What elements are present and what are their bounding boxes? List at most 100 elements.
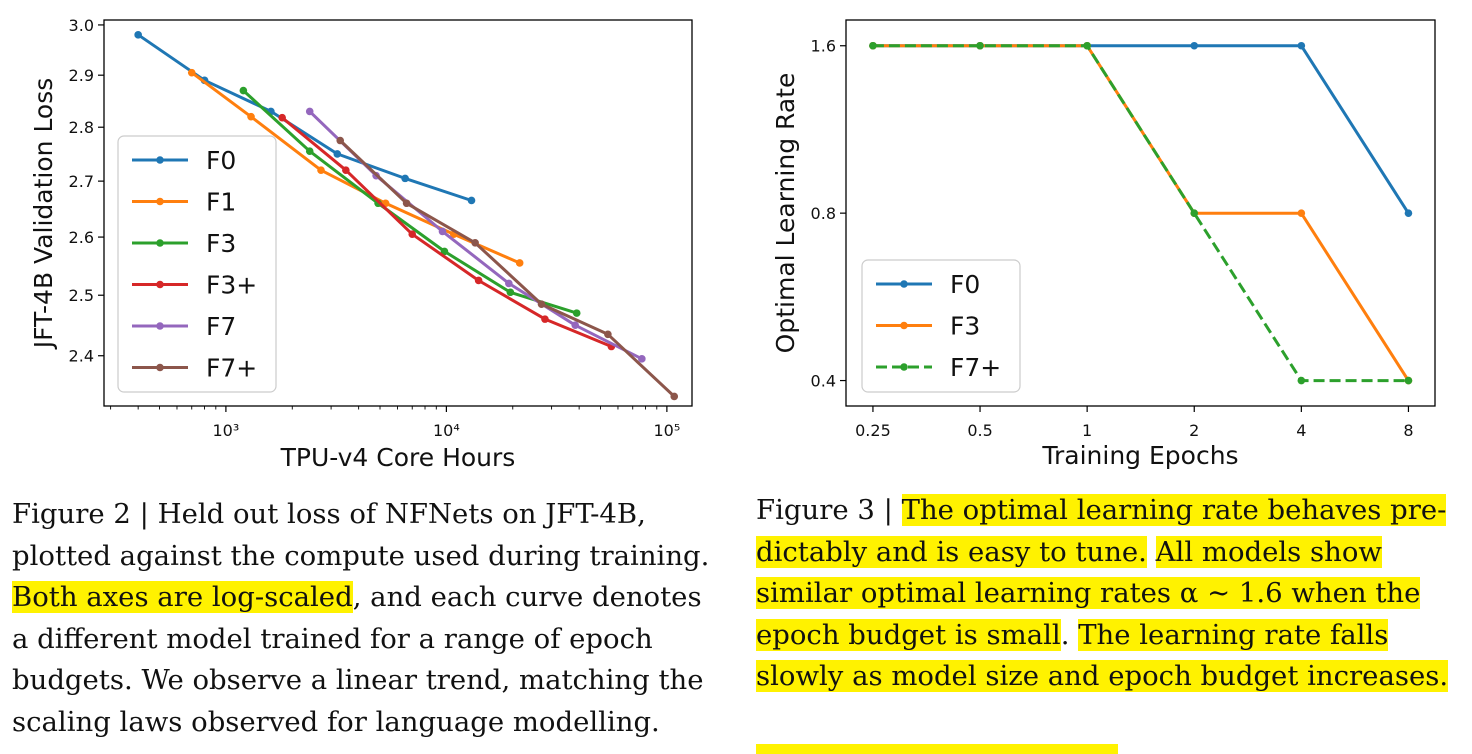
- x-axis-label: Training Epochs: [1041, 441, 1238, 470]
- data-point: [305, 107, 314, 116]
- series-line-f7: [308, 110, 643, 361]
- caption-line: budgets. We observe a linear trend, matc…: [12, 660, 710, 702]
- data-point: [670, 392, 679, 401]
- highlighted-text: The learning rate falls: [1078, 618, 1389, 651]
- caption-text: , and each curve denotes: [352, 581, 702, 613]
- data-point: [438, 227, 447, 236]
- data-point: [187, 68, 196, 77]
- legend-label: F3: [206, 229, 236, 258]
- plot-frame: [103, 19, 693, 407]
- legend-label: F0: [206, 146, 236, 175]
- caption-text: [1147, 536, 1156, 568]
- legend-marker: [156, 156, 164, 164]
- series-line-f1: [190, 71, 521, 265]
- y-axis-label: JFT-4B Validation Loss: [29, 78, 58, 351]
- x-tick-label: 0.25: [855, 421, 891, 440]
- legend-label: F7+: [206, 354, 257, 383]
- legend-label: F0: [950, 270, 980, 299]
- x-tick-label: 1: [1082, 421, 1092, 440]
- highlighted-text: dictably and is easy to tune.: [756, 535, 1147, 568]
- y-tick-label: 0.4: [811, 372, 836, 391]
- x-tick-label: 4: [1296, 421, 1306, 440]
- data-point: [505, 279, 513, 288]
- legend-marker: [156, 239, 164, 247]
- caption-text: Figure 3 |: [756, 494, 902, 526]
- legend-label: F7+: [950, 353, 1001, 382]
- x-tick-label: 10⁵: [653, 421, 680, 440]
- caption-text: Figure 2 | Held out loss of NFNets on JF…: [12, 498, 646, 530]
- figure-3-caption: Figure 3 | The optimal learning rate beh…: [756, 490, 1454, 698]
- caption-text: scaling laws observed for language model…: [12, 705, 660, 738]
- y-axis-label: Optimal Learning Rate: [771, 73, 800, 354]
- data-point: [305, 147, 314, 156]
- caption-text: a different model trained for a range of…: [12, 622, 653, 655]
- legend-marker: [900, 280, 908, 288]
- data-point: [1404, 376, 1413, 385]
- legend-label: F1: [206, 188, 236, 217]
- x-tick-label: 8: [1403, 421, 1413, 440]
- legend-marker: [156, 280, 164, 289]
- data-point: [604, 330, 612, 339]
- caption-text: .: [1060, 618, 1079, 651]
- series-line-f7-plus: [872, 44, 1409, 383]
- legend-marker: [900, 363, 908, 371]
- data-point: [467, 196, 476, 205]
- y-tick-label: 2.8: [69, 118, 94, 137]
- caption-line: similar optimal learning rates α ∼ 1.6 w…: [756, 573, 1454, 615]
- caption-text: budgets. We observe a linear trend, matc…: [12, 664, 704, 696]
- data-point: [333, 150, 342, 158]
- x-tick-label: 2: [1189, 421, 1199, 440]
- data-point: [515, 259, 524, 267]
- x-axis-label: TPU-v4 Core Hours: [280, 443, 516, 472]
- data-point: [401, 174, 409, 183]
- caption-text: plotted against the compute used during …: [12, 539, 710, 572]
- caption-line: plotted against the compute used during …: [12, 536, 710, 578]
- legend-label: F3+: [206, 271, 257, 300]
- series-line-f7-plus: [339, 139, 676, 398]
- legend-marker: [156, 322, 164, 330]
- chart-svg: 0.25 0.5 1 2 4 8 1.6 0.8 0.4 Training Epochs Optim…: [771, 19, 1436, 470]
- highlighted-text: Both axes are log-scaled: [12, 581, 353, 613]
- data-point: [247, 112, 255, 121]
- data-point: [1297, 376, 1306, 385]
- figure-3-chart: 0.25 0.5 1 2 4 8 1.6 0.8 0.4 Training Epochs Optim…: [736, 0, 1472, 480]
- y-tick-label: 2.7: [69, 172, 94, 191]
- highlighted-text: The optimal learning rate behaves pre-: [901, 494, 1447, 526]
- x-tick-label: 10³: [213, 421, 240, 440]
- x-tick-label: 0.5: [967, 421, 992, 440]
- data-point: [440, 247, 449, 256]
- legend-label: F7: [206, 312, 236, 341]
- caption-line: Both axes are log-scaled, and each curve…: [12, 577, 710, 619]
- data-point: [239, 86, 248, 95]
- legend-marker: [156, 197, 164, 206]
- highlighted-text: similar optimal learning rates α ∼ 1.6 w…: [756, 577, 1421, 609]
- data-point: [976, 41, 984, 50]
- legend-marker: [900, 321, 908, 330]
- figure-2-caption: Figure 2 | Held out loss of NFNets on JF…: [12, 494, 710, 743]
- data-point: [1190, 209, 1199, 217]
- caption-line: a different model trained for a range of…: [12, 619, 710, 661]
- y-tick-label: 0.8: [811, 204, 836, 223]
- data-point: [572, 309, 581, 317]
- legend-marker: [156, 363, 164, 372]
- data-point: [342, 166, 350, 174]
- data-point: [1190, 41, 1199, 50]
- data-point: [571, 321, 580, 329]
- figure-2-chart: 10³ 10⁴ 10⁵ 3.0 2.9 2.8 2.7 2.6 2.5 2.4 TPU-v4 Cor…: [0, 0, 736, 480]
- data-point: [1297, 209, 1306, 217]
- data-point: [408, 230, 417, 239]
- highlighted-text: slowly as model size and epoch budget in…: [756, 660, 1449, 692]
- caption-line: Figure 2 | Held out loss of NFNets on JF…: [12, 494, 710, 536]
- caption-line: epoch budget is small. The learning rate…: [756, 615, 1454, 657]
- data-point: [317, 166, 325, 174]
- highlighted-text: epoch budget is small: [756, 618, 1061, 651]
- data-point: [134, 31, 142, 39]
- data-point: [474, 276, 483, 285]
- y-tick-label: 2.4: [69, 347, 94, 366]
- y-tick-label: 3.0: [69, 16, 94, 35]
- data-point: [402, 199, 411, 208]
- caption-line: scaling laws observed for language model…: [12, 702, 710, 744]
- y-tick-label: 2.9: [69, 66, 94, 85]
- data-point: [869, 41, 877, 50]
- data-point: [336, 136, 345, 145]
